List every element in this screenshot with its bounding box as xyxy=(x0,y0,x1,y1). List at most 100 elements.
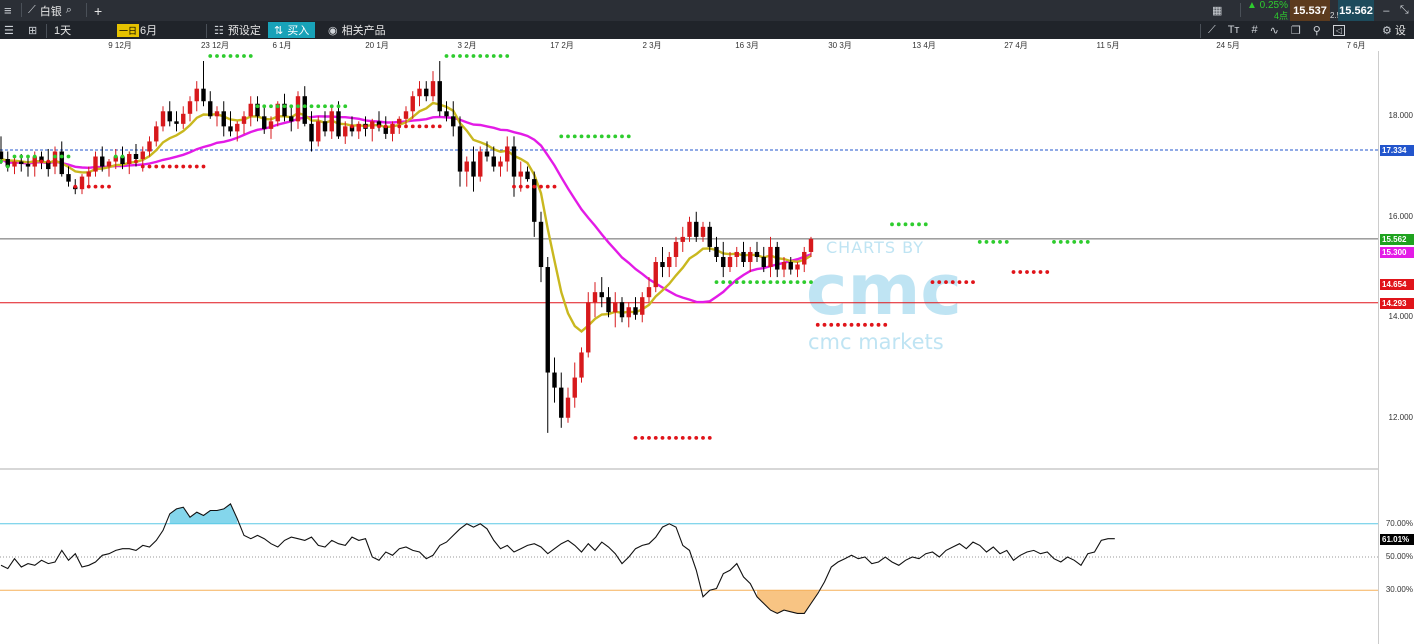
wave-icon[interactable]: ∿ xyxy=(1269,24,1279,37)
candle-body xyxy=(302,96,307,124)
candle-body xyxy=(518,171,523,177)
candle-body xyxy=(113,156,118,162)
psar-dot xyxy=(66,154,71,159)
candle-body xyxy=(714,246,719,257)
psar-dot xyxy=(437,124,442,129)
candle-body xyxy=(424,88,429,97)
psar-dot xyxy=(525,184,530,189)
search-icon[interactable]: ⌕ xyxy=(65,4,72,16)
x-tick-label: 30 3月 xyxy=(828,41,852,50)
spread-value: 2.5 xyxy=(1330,11,1342,20)
psar-dot xyxy=(356,124,361,129)
menu-icon[interactable]: ≡ xyxy=(4,3,12,18)
trade-icon: ⇅ xyxy=(274,24,284,37)
copy-icon[interactable]: ❐ xyxy=(1290,24,1301,37)
minimize-icon[interactable]: – xyxy=(1383,4,1390,17)
related-products-button[interactable]: ◉ 相关产品 xyxy=(328,21,386,39)
rsi-tick-label: 30.00% xyxy=(1385,585,1413,595)
psar-dot xyxy=(444,54,449,58)
psar-dot xyxy=(53,154,57,159)
candle-body xyxy=(802,251,807,265)
psar-dot xyxy=(998,240,1002,244)
psar-dot xyxy=(19,154,24,159)
rsi-current-tag: 61.01% xyxy=(1380,533,1414,545)
psar-dot xyxy=(957,280,962,285)
grid-icon[interactable]: # xyxy=(1251,24,1258,36)
rsi-tick-label: 70.00% xyxy=(1385,518,1413,528)
chart-toolbar: ☰ ⊞ 1天 一日 6月 ☷ 预设定 ⇅ 买入 ◉ 相关产品 ⟋ Tт # ∿ … xyxy=(0,21,1414,39)
chart-tools: ▦ xyxy=(1212,0,1222,21)
add-symbol-button[interactable]: + xyxy=(94,2,103,19)
settings-button[interactable]: ⚙ 设 xyxy=(1382,21,1406,39)
candle-body xyxy=(444,111,449,117)
candle-body xyxy=(687,221,692,237)
x-tick-label: 7 6月 xyxy=(1346,41,1366,50)
candle-body xyxy=(241,116,247,124)
preset-button[interactable]: ☷ 预设定 xyxy=(214,21,261,39)
candle-body xyxy=(673,241,679,257)
range-select[interactable]: 6月 xyxy=(140,25,158,37)
psar-dot xyxy=(1058,240,1063,244)
psar-dot xyxy=(782,280,786,285)
drawing-icon[interactable]: ⟋ xyxy=(1208,23,1216,36)
psar-dot xyxy=(363,124,368,129)
candle-body xyxy=(640,297,645,315)
psar-dot xyxy=(134,159,138,164)
rsi-chart[interactable] xyxy=(0,470,1378,644)
x-tick-label: 24 5月 xyxy=(1216,41,1240,50)
rsi-line xyxy=(0,503,1115,615)
candle-body xyxy=(410,96,415,112)
buy-button[interactable]: ⇅ 买入 xyxy=(268,22,316,38)
interval-select[interactable]: 1天 xyxy=(54,25,72,37)
collapse-icon[interactable]: ⤡ xyxy=(1399,4,1409,16)
psar-dot xyxy=(910,222,915,227)
psar-dot xyxy=(518,184,523,189)
indicator-icon[interactable]: ▦ xyxy=(1212,5,1223,17)
candle-body xyxy=(457,126,463,172)
candle-body xyxy=(795,264,800,270)
price-tag: 14.654 xyxy=(1380,279,1414,291)
psar-dot xyxy=(46,159,51,164)
text-icon[interactable]: Tт xyxy=(1227,24,1240,36)
layout-icon[interactable]: ⊞ xyxy=(28,24,38,37)
psar-dot xyxy=(167,164,172,169)
price-tag: 17.334 xyxy=(1380,144,1414,156)
candle-body xyxy=(248,103,253,117)
pin-icon[interactable]: ⚲ xyxy=(1312,24,1321,37)
instrument-tab[interactable]: ⟋ 白银 ⌕ xyxy=(28,0,72,21)
candle-body xyxy=(505,146,510,162)
buy-label: 买入 xyxy=(287,25,310,37)
related-label: 相关产品 xyxy=(341,25,386,37)
label-icon[interactable]: ◁ xyxy=(1332,24,1345,36)
candle-body xyxy=(660,262,665,268)
x-tick-label: 16 3月 xyxy=(735,41,759,50)
candle-body xyxy=(484,151,490,157)
candle-body xyxy=(788,262,793,270)
change-percent: ▲ 0.25% xyxy=(1246,0,1288,11)
sell-price-button[interactable]: 15.537 xyxy=(1290,0,1330,21)
psar-dot xyxy=(539,184,543,189)
candle-body xyxy=(282,103,287,117)
candle-body xyxy=(174,121,179,124)
price-chart[interactable] xyxy=(0,51,1378,468)
psar-dot xyxy=(410,124,415,129)
psar-dot xyxy=(917,222,921,227)
interval-short-button[interactable]: 一日 xyxy=(117,21,140,39)
candle-body xyxy=(437,81,442,112)
x-axis: 9 12月 23 12月 6 1月 20 1月 3 2月 17 2月 2 3月 16 3月 30… xyxy=(0,39,1378,51)
psar-dot xyxy=(512,184,516,189)
chart-line-icon: ⟋ xyxy=(28,4,36,16)
candle-body xyxy=(646,287,652,298)
psar-dot xyxy=(964,280,969,285)
candle-body xyxy=(221,111,226,127)
psar-dot xyxy=(768,280,773,285)
candle-body xyxy=(761,256,766,268)
gear-icon: ⚙ xyxy=(1382,24,1392,37)
psar-dot xyxy=(579,134,584,139)
candle-body xyxy=(667,256,672,268)
buy-price-button[interactable]: 15.562 xyxy=(1338,0,1374,21)
list-icon[interactable]: ☰ xyxy=(4,24,14,37)
x-tick-label: 23 12月 xyxy=(200,41,230,50)
candle-body xyxy=(383,126,388,134)
psar-dot xyxy=(1011,270,1016,274)
